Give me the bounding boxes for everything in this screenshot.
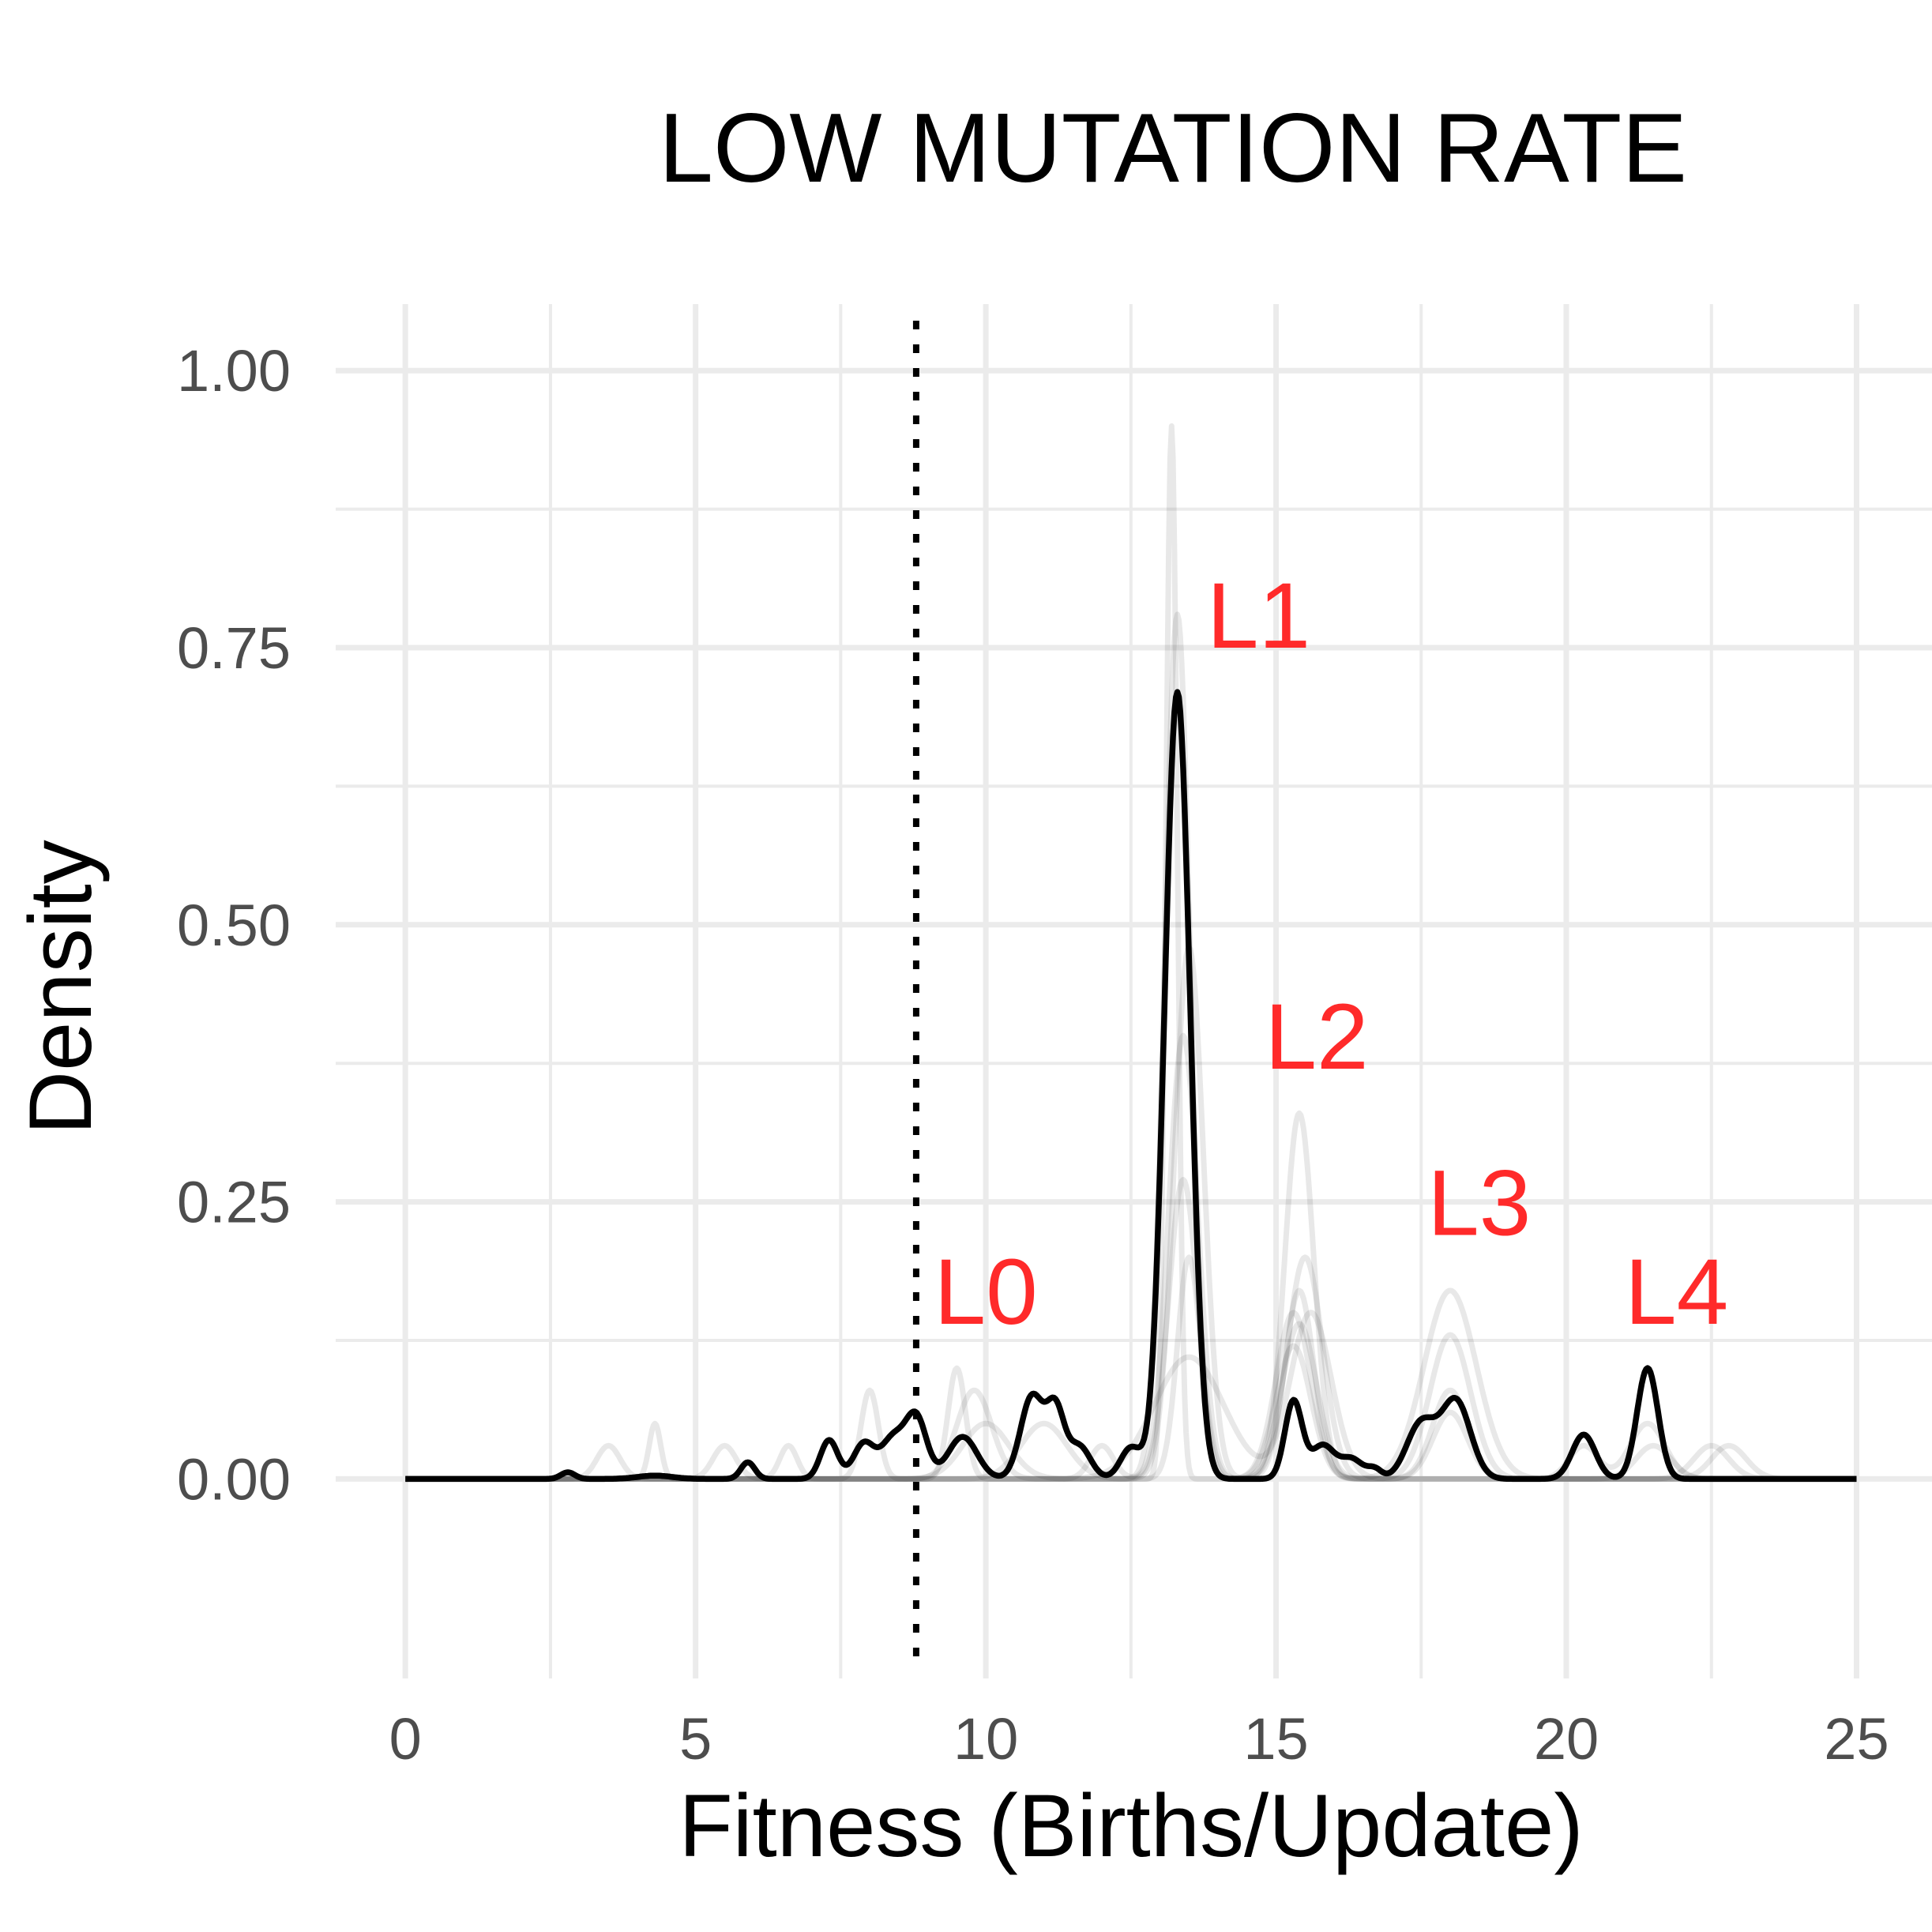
- y-axis-title: Density: [11, 840, 110, 1134]
- peak-label-l4: L4: [1625, 1240, 1728, 1344]
- main-density-curve: [404, 689, 1859, 1483]
- replicate-curve-7: [404, 1032, 1859, 1482]
- x-tick-label: 5: [679, 1706, 712, 1772]
- peak-label-l0: L0: [934, 1240, 1037, 1344]
- chart-title: LOW MUTATION RATE: [659, 94, 1687, 203]
- grid: [336, 304, 1932, 1678]
- peak-label-l1: L1: [1207, 564, 1310, 668]
- y-axis-ticks: 0.00 0.25 0.50 0.75 1.00: [177, 338, 291, 1512]
- y-tick-label: 0.50: [177, 893, 291, 958]
- y-tick-label: 1.00: [177, 338, 291, 404]
- x-tick-label: 10: [953, 1706, 1018, 1772]
- x-tick-label: 25: [1824, 1706, 1889, 1772]
- y-tick-label: 0.00: [177, 1446, 291, 1512]
- y-tick-label: 0.75: [177, 615, 291, 681]
- main-curve-group: [404, 689, 1859, 1483]
- peak-labels: L0 L1 L2 L3 L4: [934, 564, 1728, 1344]
- y-tick-label: 0.25: [177, 1170, 291, 1235]
- x-tick-label: 0: [389, 1706, 422, 1772]
- x-axis-title: Fitness (Births/Update): [678, 1776, 1583, 1875]
- x-tick-label: 20: [1534, 1706, 1599, 1772]
- peak-label-l2: L2: [1265, 985, 1368, 1089]
- peak-label-l3: L3: [1427, 1152, 1531, 1256]
- x-tick-label: 15: [1243, 1706, 1308, 1772]
- x-axis-ticks: 0 5 10 15 20 25: [389, 1706, 1889, 1772]
